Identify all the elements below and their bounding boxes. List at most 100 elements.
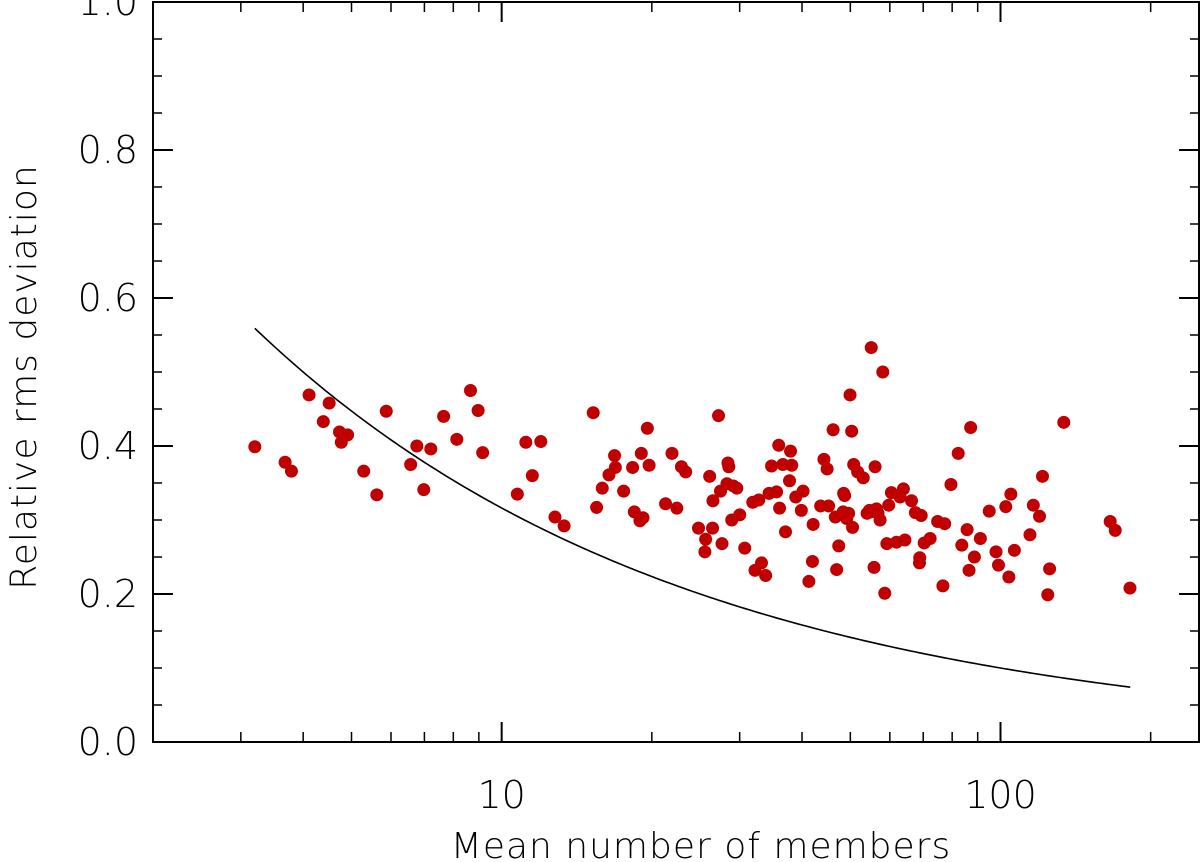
data-point xyxy=(525,469,539,483)
data-point xyxy=(722,460,736,474)
data-point xyxy=(450,432,464,446)
x-tick-label: 10 xyxy=(477,773,525,817)
model-curve xyxy=(254,327,1131,688)
data-point xyxy=(822,499,836,513)
data-point xyxy=(510,487,524,501)
plot-frame xyxy=(152,1,1200,743)
data-point xyxy=(410,439,424,453)
data-point xyxy=(832,539,846,553)
data-point xyxy=(898,533,912,547)
y-tick-labels: 0.0 0.2 0.4 0.6 0.8 1.0 xyxy=(78,0,138,764)
data-point xyxy=(471,403,485,417)
data-point xyxy=(715,537,729,551)
data-point xyxy=(634,446,648,460)
data-point xyxy=(1123,581,1137,595)
data-point xyxy=(845,424,859,438)
data-point xyxy=(357,464,371,478)
data-point xyxy=(882,498,896,512)
y-tick-label: 1.0 xyxy=(78,0,138,24)
data-point xyxy=(914,509,928,523)
data-point xyxy=(703,469,717,483)
data-point xyxy=(773,501,787,515)
data-point xyxy=(913,551,927,565)
data-points xyxy=(248,341,1137,602)
data-point xyxy=(765,459,779,473)
data-point xyxy=(608,460,622,474)
curve-layer xyxy=(254,327,1131,688)
data-point xyxy=(962,563,976,577)
data-point xyxy=(1108,523,1122,537)
data-point xyxy=(557,519,571,533)
data-point xyxy=(738,541,752,555)
data-point xyxy=(706,494,720,508)
data-point xyxy=(379,404,393,418)
data-point xyxy=(404,458,418,471)
data-point xyxy=(802,574,816,588)
data-point xyxy=(752,493,766,507)
x-tick-labels: 10 100 xyxy=(477,773,1036,817)
data-point xyxy=(642,458,656,472)
data-point xyxy=(617,484,631,498)
data-point xyxy=(944,477,958,491)
data-point xyxy=(659,497,673,511)
data-point xyxy=(476,446,490,460)
y-tick-label: 0.4 xyxy=(78,424,138,468)
data-point xyxy=(864,341,878,355)
data-point xyxy=(464,384,477,397)
data-point xyxy=(960,523,974,537)
data-point xyxy=(548,510,562,524)
data-point xyxy=(868,460,882,474)
data-point xyxy=(679,465,693,479)
data-point xyxy=(770,485,784,499)
data-point xyxy=(873,513,887,527)
data-point xyxy=(989,545,1003,559)
data-point xyxy=(806,517,820,531)
data-point xyxy=(951,446,965,460)
data-point xyxy=(805,554,819,568)
data-point xyxy=(955,538,969,552)
y-tick-label: 0.2 xyxy=(78,572,138,616)
data-point xyxy=(698,545,712,559)
data-point xyxy=(1002,570,1016,584)
data-point xyxy=(1041,588,1055,602)
data-point xyxy=(608,449,622,463)
data-point xyxy=(1004,487,1018,501)
data-point xyxy=(519,435,533,449)
data-point xyxy=(842,506,856,520)
data-point xyxy=(896,482,910,496)
data-point xyxy=(586,406,600,420)
data-point xyxy=(665,446,679,460)
data-point xyxy=(284,464,298,478)
data-point xyxy=(1033,509,1047,523)
minor-ticks xyxy=(153,1,1199,743)
data-point xyxy=(796,484,810,498)
data-point xyxy=(248,440,262,454)
data-point xyxy=(417,483,431,497)
data-point xyxy=(856,471,870,485)
data-point xyxy=(999,500,1013,514)
data-point xyxy=(755,556,768,570)
data-point xyxy=(636,511,650,525)
data-point xyxy=(1057,415,1071,429)
data-point xyxy=(437,409,451,423)
data-point xyxy=(867,560,881,574)
data-point xyxy=(712,409,726,423)
data-point xyxy=(1023,528,1037,542)
data-point xyxy=(626,460,640,474)
data-point xyxy=(876,365,890,379)
data-point xyxy=(785,458,799,472)
data-point xyxy=(706,521,720,535)
data-point xyxy=(826,423,840,437)
data-point xyxy=(1026,498,1040,512)
data-point xyxy=(424,442,438,456)
data-point xyxy=(838,489,852,503)
data-point xyxy=(733,508,747,522)
data-point xyxy=(936,579,950,593)
data-point xyxy=(730,481,744,495)
data-point xyxy=(590,500,604,514)
data-point xyxy=(820,462,834,476)
data-point xyxy=(699,532,713,546)
y-axis-title: Relative rms deviation xyxy=(4,164,45,589)
